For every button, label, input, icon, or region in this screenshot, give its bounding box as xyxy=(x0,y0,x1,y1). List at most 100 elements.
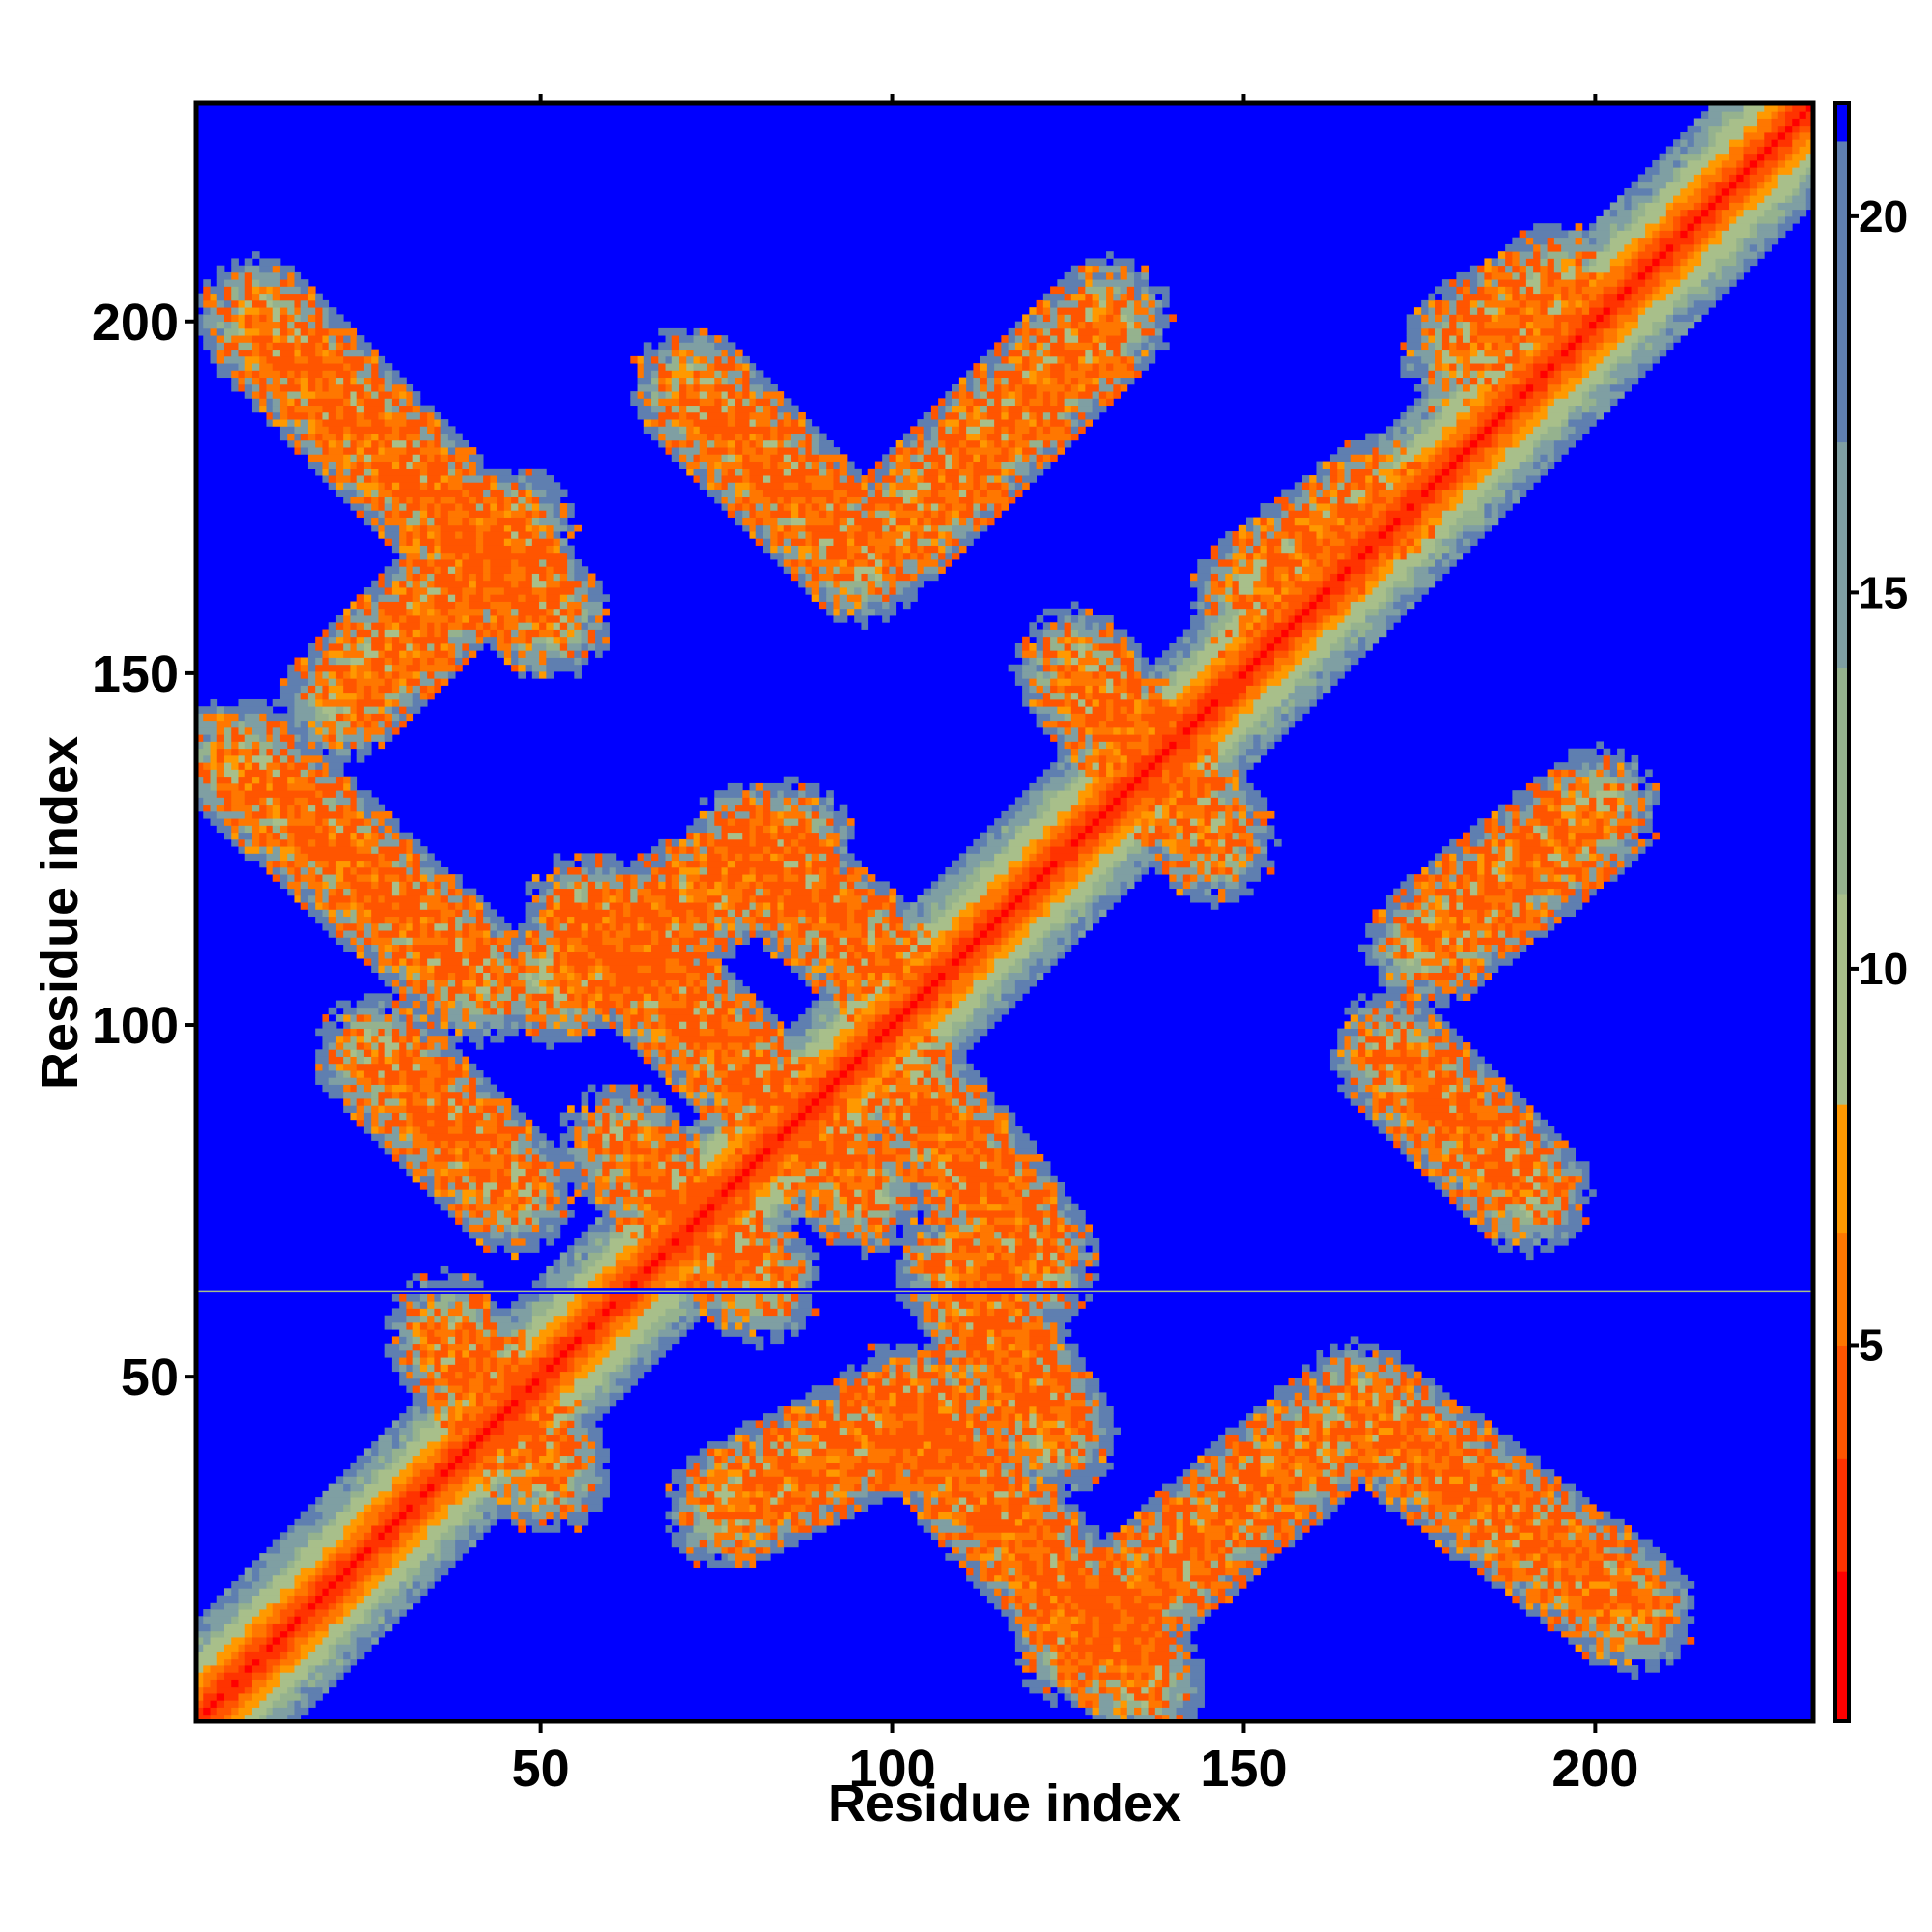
heatmap-cell-run xyxy=(539,1490,547,1498)
heatmap-cell-run xyxy=(1561,1231,1569,1239)
heatmap-cell-run xyxy=(805,1217,820,1225)
heatmap-cell-run xyxy=(1316,1511,1324,1520)
heatmap-cell-run xyxy=(671,1231,694,1239)
heatmap-cell-run xyxy=(923,1399,939,1407)
heatmap-cell-run xyxy=(497,1182,512,1190)
heatmap-cell-run xyxy=(790,1518,799,1526)
heatmap-cell-run xyxy=(1421,1448,1429,1457)
heatmap-cell-run xyxy=(1042,1525,1051,1533)
heatmap-cell-run xyxy=(770,1525,778,1533)
heatmap-cell-run xyxy=(251,1574,260,1582)
heatmap-cell-run xyxy=(958,1483,995,1492)
heatmap-cell-run xyxy=(1357,1441,1373,1449)
heatmap-cell-run xyxy=(1316,1476,1331,1485)
heatmap-cell-run xyxy=(469,1182,477,1190)
heatmap-cell-run xyxy=(462,1413,470,1421)
heatmap-cell-run xyxy=(986,1329,995,1337)
heatmap-cell-run xyxy=(1001,1602,1009,1610)
heatmap-cell-run xyxy=(783,1182,792,1190)
heatmap-cell-run xyxy=(945,1259,953,1267)
heatmap-cell-run xyxy=(923,1406,939,1414)
heatmap-cell-run xyxy=(923,1413,953,1421)
heatmap-cell-run xyxy=(1645,1567,1653,1576)
heatmap-cell-run xyxy=(1022,1364,1030,1373)
heatmap-cell-run xyxy=(216,1672,225,1680)
heatmap-cell-run xyxy=(356,1455,372,1463)
heatmap-cell-run xyxy=(384,1321,393,1330)
heatmap-cell-run xyxy=(1008,1497,1030,1505)
heatmap-cell-run xyxy=(1126,1672,1135,1680)
heatmap-cell-run xyxy=(938,1231,946,1239)
heatmap-cell-run xyxy=(986,1413,1002,1421)
heatmap-cell-run xyxy=(994,1434,1002,1442)
heatmap-cell-run xyxy=(1001,1560,1023,1568)
heatmap-cell-run xyxy=(581,1483,589,1492)
heatmap-cell-run xyxy=(518,1161,533,1169)
heatmap-cell-run xyxy=(1497,1504,1506,1512)
heatmap-cell-run xyxy=(958,1497,967,1505)
heatmap-cell-run xyxy=(1070,1511,1079,1520)
heatmap-cell-run xyxy=(1246,1518,1254,1526)
heatmap-cell-run xyxy=(1316,1357,1331,1365)
heatmap-cell-run xyxy=(294,1595,309,1604)
heatmap-cell-run xyxy=(742,1525,750,1533)
heatmap-cell-run xyxy=(1637,1539,1653,1548)
heatmap-cell-run xyxy=(727,1301,736,1309)
heatmap-cell-run xyxy=(783,1209,792,1218)
heatmap-cell-run xyxy=(567,1280,575,1289)
heatmap-cell-run xyxy=(1148,1602,1163,1610)
heatmap-cell-run xyxy=(1014,1546,1051,1554)
heatmap-cell-run xyxy=(1609,1574,1632,1582)
heatmap-cell-run xyxy=(874,1399,890,1407)
heatmap-cell-run xyxy=(567,1329,575,1337)
heatmap-cell-run xyxy=(1449,1420,1457,1429)
heatmap-cell-run xyxy=(699,1203,708,1211)
heatmap-cell-run xyxy=(434,1182,442,1190)
heatmap-cell-run xyxy=(895,1343,918,1351)
heatmap-cell-run xyxy=(427,1406,435,1414)
heatmap-cell-run xyxy=(1014,1245,1037,1253)
heatmap-cell-run xyxy=(1064,1595,1072,1604)
heatmap-cell-run xyxy=(1085,1231,1093,1239)
heatmap-cell-run xyxy=(762,1413,785,1421)
heatmap-cell-run xyxy=(427,1490,435,1498)
heatmap-cell-run xyxy=(1309,1420,1317,1429)
heatmap-cell-run xyxy=(1057,1462,1065,1470)
heatmap-cell-run xyxy=(1036,1644,1044,1652)
heatmap-cell-run xyxy=(1553,1532,1569,1540)
heatmap-cell-run xyxy=(1294,1434,1303,1442)
heatmap-cell-run xyxy=(1393,1364,1401,1373)
heatmap-cell-run xyxy=(384,1343,400,1351)
heatmap-cell-run xyxy=(1274,1420,1282,1429)
heatmap-cell-run xyxy=(294,1644,302,1652)
heatmap-cell-run xyxy=(783,1413,792,1421)
heatmap-cell-run xyxy=(1014,1308,1023,1317)
heatmap-cell-run xyxy=(1078,1455,1086,1463)
heatmap-cell-run xyxy=(1134,1707,1142,1716)
heatmap-cell-run xyxy=(238,1588,260,1596)
heatmap-cell-run xyxy=(546,1434,561,1442)
heatmap-cell-run xyxy=(518,1434,533,1442)
heatmap-cell-run xyxy=(1036,1427,1044,1435)
heatmap-cell-run xyxy=(1589,1644,1597,1652)
heatmap-cell-run xyxy=(469,1231,491,1239)
heatmap-cell-run xyxy=(1029,1231,1037,1239)
heatmap-cell-run xyxy=(1533,1462,1541,1470)
heatmap-cell-run xyxy=(735,1231,743,1239)
heatmap-cell-run xyxy=(1512,1511,1520,1520)
heatmap-cell-run xyxy=(1169,1581,1191,1589)
heatmap-cell-run xyxy=(1092,1567,1100,1576)
heatmap-cell-run xyxy=(1463,1504,1478,1512)
heatmap-cell-run xyxy=(412,1469,421,1477)
heatmap-cell-run xyxy=(419,1560,442,1568)
heatmap-cell-run xyxy=(686,1308,701,1317)
heatmap-cell-run xyxy=(553,1189,561,1197)
heatmap-cell-run xyxy=(1316,1392,1324,1401)
heatmap-cell-run xyxy=(1014,1293,1023,1302)
heatmap-cell-run xyxy=(546,1175,561,1183)
heatmap-cell-run xyxy=(867,1203,890,1211)
heatmap-cell-run xyxy=(279,1651,288,1660)
heatmap-cell-run xyxy=(798,1293,813,1302)
heatmap-cell-run xyxy=(1113,1567,1121,1576)
heatmap-cell-run xyxy=(1435,1539,1443,1548)
